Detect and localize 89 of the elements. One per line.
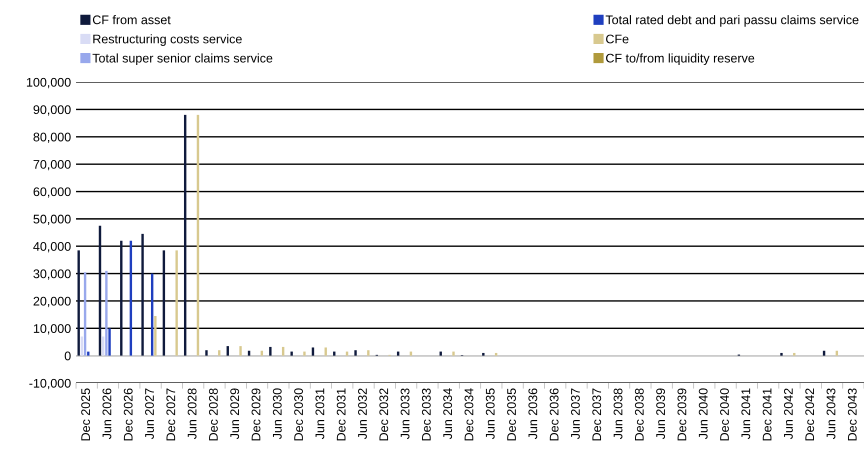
- x-tick-label: Jun 2043: [826, 388, 836, 440]
- bar: [324, 347, 327, 356]
- bar: [248, 350, 250, 356]
- y-tick-label: 70,000: [34, 160, 71, 170]
- x-tick-label: Dec 2042: [805, 388, 814, 440]
- bar: [410, 352, 412, 356]
- bar: [141, 234, 144, 356]
- x-tick-label: Dec 2033: [422, 388, 431, 440]
- x-tick-label: Jun 2035: [486, 388, 495, 440]
- y-tick-label: -10,000: [29, 378, 71, 390]
- y-tick-label: 90,000: [34, 105, 71, 116]
- bar: [80, 336, 84, 356]
- bar: [282, 346, 284, 356]
- y-tick-label: 20,000: [34, 296, 71, 308]
- bar: [105, 270, 108, 356]
- x-tick-label: Dec 2030: [294, 388, 303, 440]
- y-tick-label: 10,000: [34, 324, 71, 334]
- bar: [84, 272, 86, 356]
- x-tick-label: Jun 2042: [784, 388, 793, 440]
- bar: [87, 352, 90, 356]
- bar: [482, 352, 485, 356]
- x-tick-label: Dec 2035: [507, 388, 516, 440]
- x-tick-label: Dec 2031: [336, 388, 346, 440]
- x-tick-label: Jun 2041: [741, 388, 750, 440]
- x-tick-label: Jun 2029: [230, 388, 240, 440]
- x-tick-label: Dec 2039: [677, 388, 686, 440]
- bar: [130, 240, 132, 356]
- x-tick-label: Jun 2031: [315, 388, 324, 440]
- x-tick-label: Jun 2038: [614, 388, 622, 440]
- x-tick-label: Jun 2040: [698, 388, 708, 440]
- x-tick-label: Jun 2033: [400, 388, 410, 440]
- bar: [367, 350, 370, 356]
- legend-label: Total rated debt and pari passu claims service: [606, 15, 858, 27]
- bar: [120, 240, 122, 356]
- legend-label: CFe: [606, 34, 628, 44]
- x-tick-label: Dec 2040: [720, 388, 729, 440]
- x-tick-label: Dec 2036: [550, 388, 559, 440]
- y-tick-label: 80,000: [33, 132, 71, 143]
- y-tick-label: 50,000: [33, 214, 71, 226]
- x-tick-label: Dec 2032: [379, 388, 388, 440]
- bar: [836, 350, 838, 356]
- x-tick-label: Jun 2037: [571, 388, 580, 440]
- x-tick-label: Dec 2041: [762, 388, 772, 440]
- x-tick-label: Jun 2028: [188, 388, 197, 440]
- x-tick-label: Jun 2032: [358, 388, 367, 440]
- bar: [102, 336, 104, 356]
- bar: [108, 328, 111, 356]
- x-tick-label: Dec 2026: [124, 388, 133, 440]
- legend-label: Total super senior claims service: [92, 53, 272, 66]
- bar: [184, 114, 186, 356]
- bar: [440, 352, 442, 356]
- bar: [162, 250, 166, 356]
- bar: [303, 352, 306, 356]
- bar: [793, 352, 796, 356]
- x-tick-label: Dec 2028: [208, 388, 218, 440]
- x-tick-label: Dec 2034: [464, 388, 474, 440]
- y-tick-label: 100,000: [26, 78, 71, 88]
- x-tick-label: Jun 2039: [656, 388, 666, 440]
- x-tick-label: Dec 2043: [848, 388, 857, 440]
- bar: [494, 352, 498, 356]
- bar: [396, 352, 400, 356]
- bar: [290, 352, 293, 356]
- x-tick-label: Jun 2034: [443, 388, 452, 440]
- bar: [269, 346, 272, 356]
- x-tick-label: Jun 2027: [145, 388, 154, 440]
- bar: [822, 350, 826, 356]
- y-tick-label: 0: [64, 351, 71, 360]
- x-tick-label: Jun 2030: [272, 388, 282, 440]
- x-tick-label: Dec 2027: [166, 388, 176, 440]
- x-tick-label: Dec 2038: [634, 388, 644, 440]
- x-tick-label: Jun 2026: [102, 388, 112, 440]
- legend-label: CF from asset: [92, 15, 171, 24]
- x-tick-label: Dec 2029: [252, 388, 260, 440]
- legend-label: CF to/from liquidity reserve: [606, 53, 754, 66]
- x-tick-label: Dec 2037: [592, 388, 602, 440]
- bar: [218, 350, 220, 356]
- bar: [226, 346, 229, 356]
- y-tick-label: 40,000: [33, 242, 71, 252]
- y-tick-label: 60,000: [34, 187, 71, 198]
- x-tick-label: Jun 2036: [528, 388, 538, 440]
- x-tick-label: Dec 2025: [81, 388, 90, 440]
- bar: [77, 250, 80, 356]
- bar: [333, 352, 336, 356]
- bar: [260, 350, 264, 356]
- y-tick-label: 30,000: [33, 269, 71, 280]
- bar: [175, 250, 178, 356]
- bar: [150, 274, 154, 356]
- bar: [154, 316, 157, 356]
- legend-label: Restructuring costs service: [93, 34, 242, 46]
